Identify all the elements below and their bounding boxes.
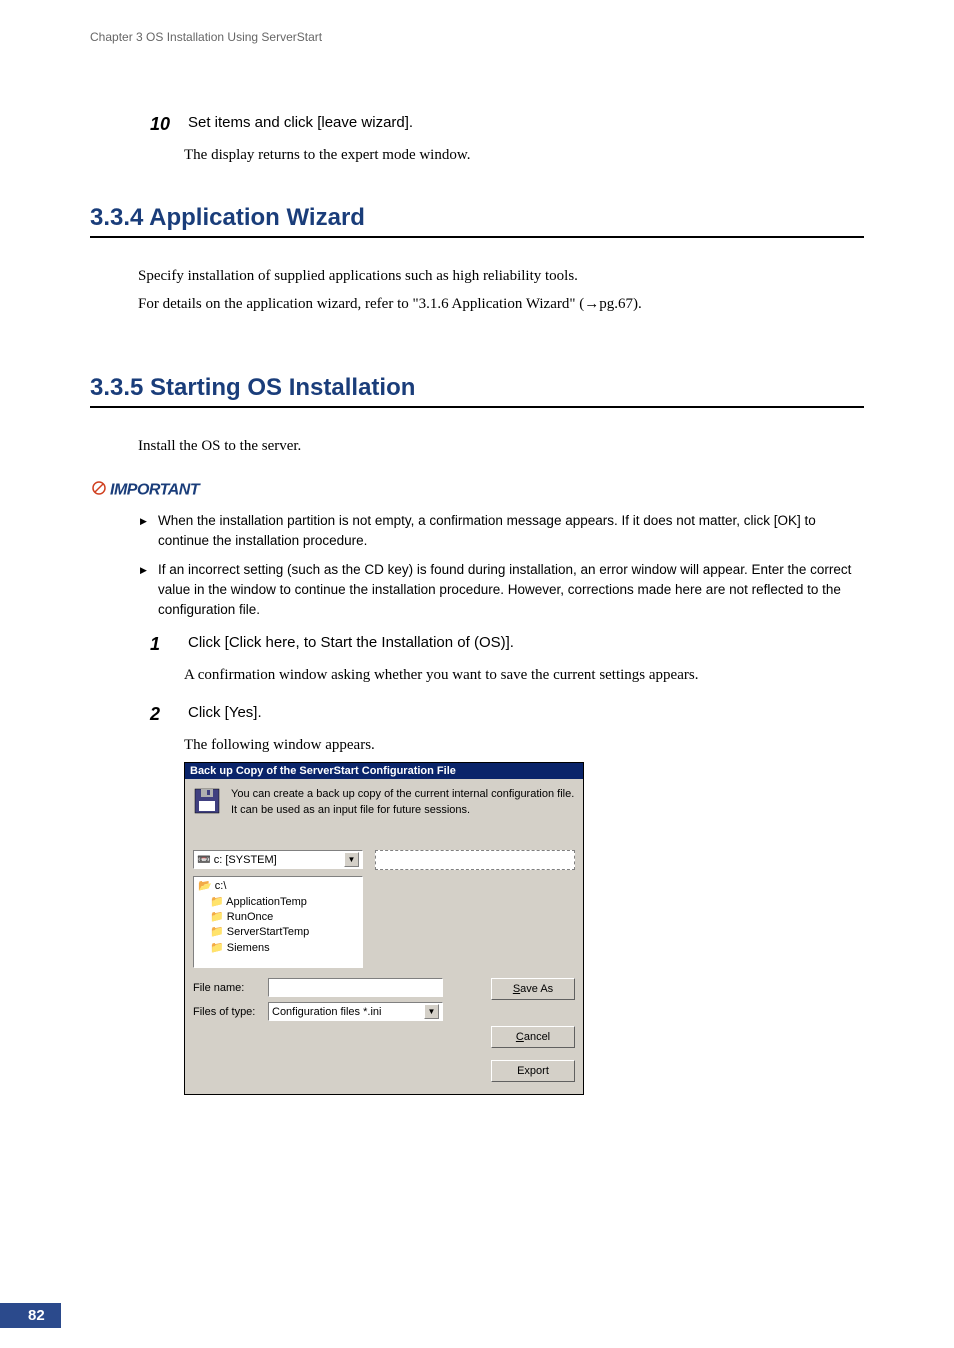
step-number: 2: [150, 704, 184, 725]
dialog-description: You can create a back up copy of the cur…: [193, 787, 575, 820]
step-number: 1: [150, 634, 184, 655]
folder-label: ApplicationTemp: [226, 896, 307, 908]
step-1: 1 Click [Click here, to Start the Instal…: [150, 634, 864, 655]
folder-item[interactable]: 📁 ServerStartTemp: [198, 925, 358, 940]
important-callout: IMPORTANT: [90, 480, 199, 501]
drive-dropdown[interactable]: 📼 c: [SYSTEM] ▼: [193, 850, 363, 869]
page-footer: 82: [0, 1303, 61, 1328]
section-334-heading: 3.3.4 Application Wizard: [90, 204, 864, 238]
filetype-dropdown[interactable]: Configuration files *.ini ▼: [268, 1002, 443, 1021]
filetype-row: Files of type: Configuration files *.ini…: [193, 1002, 475, 1021]
folder-label: c:\: [215, 880, 227, 892]
folder-closed-icon: 📁: [210, 926, 224, 938]
drive-selection-row: 📼 c: [SYSTEM] ▼: [193, 850, 575, 870]
save-as-button[interactable]: Save As: [491, 978, 575, 1000]
drive-dropdown-value: 📼 c: [SYSTEM]: [197, 853, 277, 866]
folder-closed-icon: 📁: [210, 911, 224, 923]
folder-tree[interactable]: 📂 c:\ 📁 ApplicationTemp 📁 RunOnce 📁 Serv…: [193, 876, 363, 968]
filename-input[interactable]: [268, 978, 443, 997]
dialog-body: You can create a back up copy of the cur…: [185, 779, 583, 1094]
chapter-header: Chapter 3 OS Installation Using ServerSt…: [90, 30, 864, 44]
step-instruction: Click [Yes].: [188, 704, 262, 721]
folder-item[interactable]: 📁 RunOnce: [198, 910, 358, 925]
preview-box: [375, 850, 575, 870]
important-bullet-2: If an incorrect setting (such as the CD …: [136, 560, 864, 621]
dialog-desc-line2: It can be used as an input file for futu…: [231, 803, 575, 818]
folder-closed-icon: 📁: [210, 896, 224, 908]
important-bullet-1: When the installation partition is not e…: [136, 511, 864, 552]
step-2: 2 Click [Yes].: [150, 704, 864, 725]
step-number: 10: [150, 114, 184, 135]
important-icon: [90, 480, 108, 501]
filename-row: File name:: [193, 978, 475, 997]
folder-label: Siemens: [227, 942, 270, 954]
dialog-desc-text: You can create a back up copy of the cur…: [225, 787, 575, 820]
folder-open-icon: 📂: [198, 880, 212, 892]
folder-root[interactable]: 📂 c:\: [198, 879, 358, 894]
filename-label: File name:: [193, 982, 268, 994]
save-as-label: ave As: [520, 983, 553, 995]
export-button[interactable]: Export: [491, 1060, 575, 1082]
folder-item[interactable]: 📁 Siemens: [198, 941, 358, 956]
step-10: 10 Set items and click [leave wizard].: [150, 114, 864, 135]
backup-dialog: Back up Copy of the ServerStart Configur…: [184, 762, 584, 1095]
drive-label: c: [SYSTEM]: [214, 854, 277, 866]
chevron-down-icon[interactable]: ▼: [424, 1004, 439, 1019]
section-334-p2: For details on the application wizard, r…: [138, 292, 864, 316]
step-instruction: Set items and click [leave wizard].: [188, 114, 413, 131]
floppy-icon: [193, 787, 225, 820]
folder-label: RunOnce: [227, 911, 273, 923]
step-2-detail: The following window appears.: [184, 737, 864, 754]
folder-item[interactable]: 📁 ApplicationTemp: [198, 895, 358, 910]
section-334-p1: Specify installation of supplied applica…: [138, 264, 864, 288]
dialog-desc-line1: You can create a back up copy of the cur…: [231, 787, 575, 802]
filetype-value: Configuration files *.ini: [272, 1006, 381, 1018]
folder-closed-icon: 📁: [210, 942, 224, 954]
dialog-titlebar: Back up Copy of the ServerStart Configur…: [185, 763, 583, 779]
section-335-p1: Install the OS to the server.: [138, 434, 864, 458]
page-container: Chapter 3 OS Installation Using ServerSt…: [0, 0, 954, 1348]
filetype-label: Files of type:: [193, 1006, 268, 1018]
folder-label: ServerStartTemp: [227, 926, 310, 938]
dialog-screenshot: Back up Copy of the ServerStart Configur…: [184, 762, 864, 1095]
step-1-detail: A confirmation window asking whether you…: [184, 667, 864, 684]
chevron-down-icon[interactable]: ▼: [344, 852, 359, 867]
drive-icon: 📼: [197, 854, 211, 866]
important-label-text: IMPORTANT: [110, 482, 199, 499]
cancel-button[interactable]: Cancel: [491, 1026, 575, 1048]
page-number: 82: [0, 1303, 61, 1328]
section-335-heading: 3.3.5 Starting OS Installation: [90, 374, 864, 408]
step-instruction: Click [Click here, to Start the Installa…: [188, 634, 514, 651]
step-10-detail: The display returns to the expert mode w…: [184, 147, 864, 164]
important-bullets: When the installation partition is not e…: [136, 511, 864, 620]
